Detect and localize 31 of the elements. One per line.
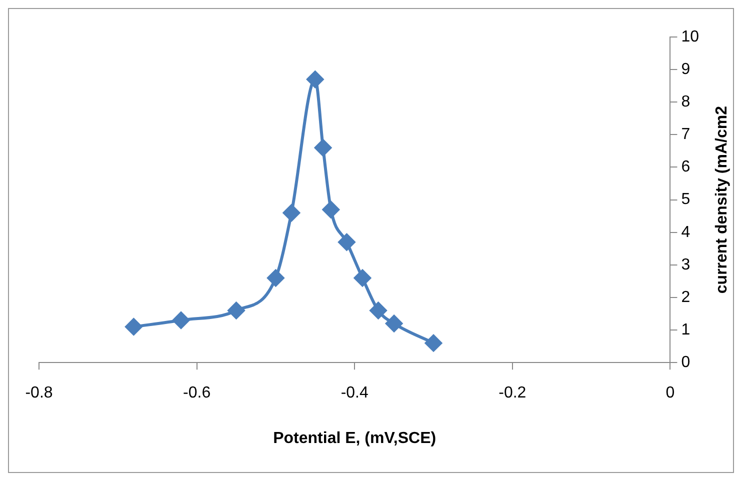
y-tick-label: 0 bbox=[681, 354, 690, 372]
point bbox=[267, 269, 284, 286]
point bbox=[338, 234, 356, 251]
y-tick-label: 3 bbox=[681, 256, 690, 274]
y-tick-label: 10 bbox=[681, 28, 700, 46]
point bbox=[306, 70, 324, 88]
point bbox=[314, 139, 332, 156]
y-tick-label: 7 bbox=[681, 126, 690, 144]
y-tick-label: 4 bbox=[681, 224, 690, 241]
point bbox=[228, 302, 245, 320]
y-tick-label: 6 bbox=[681, 158, 690, 176]
y-tick-label: 5 bbox=[681, 191, 690, 208]
x-tick-label: -0.2 bbox=[498, 384, 526, 402]
point bbox=[282, 204, 300, 222]
point bbox=[125, 318, 142, 336]
point bbox=[386, 315, 403, 332]
y-tick-label: 2 bbox=[681, 288, 690, 306]
x-tick-label: -0.8 bbox=[25, 384, 53, 402]
x-tick-label: 0 bbox=[666, 384, 675, 402]
point bbox=[425, 334, 442, 352]
point bbox=[322, 201, 340, 218]
y-tick-label: 8 bbox=[681, 94, 690, 111]
point bbox=[354, 269, 371, 286]
y-tick-label: 1 bbox=[681, 321, 690, 338]
x-axis-title: Potential E, (mV,SCE) bbox=[273, 430, 436, 447]
y-axis-title: current density (mA/cm2 bbox=[714, 106, 731, 294]
y-tick-label: 9 bbox=[681, 60, 690, 78]
point bbox=[172, 312, 190, 329]
point bbox=[370, 302, 387, 320]
x-tick-label: -0.6 bbox=[183, 384, 211, 402]
x-tick-label: -0.4 bbox=[340, 384, 368, 402]
